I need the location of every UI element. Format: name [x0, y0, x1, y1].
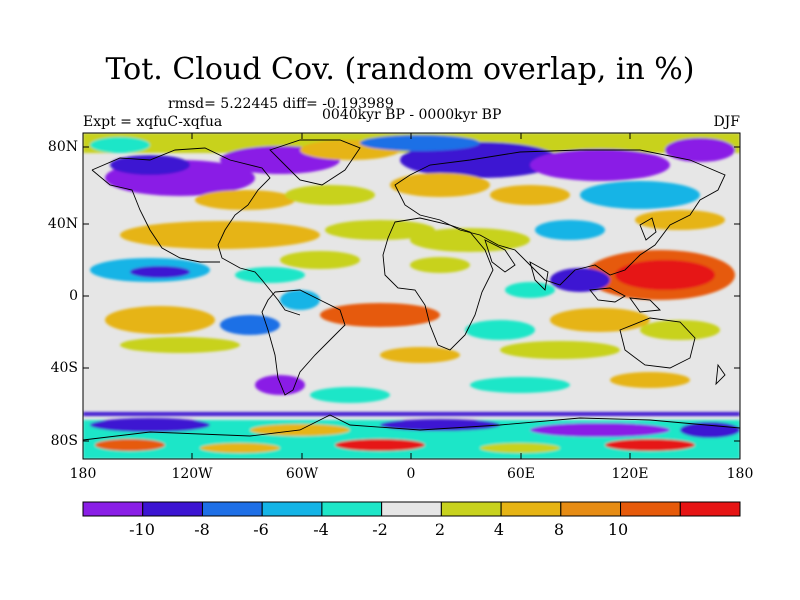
- stats-text: rmsd= 5.22445 diff= -0.193989: [168, 96, 394, 112]
- colorbar-label: 4: [493, 520, 505, 539]
- colorbar-swatch: [679, 501, 741, 517]
- lon-label-120e: 120E: [611, 466, 649, 482]
- lon-label-180w: 180: [69, 466, 97, 482]
- colorbar-label: -8: [194, 520, 210, 539]
- lat-label-80n: 80N: [47, 139, 78, 155]
- experiment-text: Expt = xqfuC-xqfua: [83, 114, 223, 130]
- colorbar-label: 10: [607, 520, 629, 539]
- colorbar-swatch: [201, 501, 263, 517]
- colorbar-swatch: [560, 501, 622, 517]
- colorbar-label: 8: [553, 520, 565, 539]
- lon-label-0: 0: [406, 466, 416, 482]
- colorbar-label: -6: [253, 520, 269, 539]
- colorbar-swatch: [381, 501, 442, 517]
- lon-label-120w: 120W: [171, 466, 213, 482]
- lon-label-60e: 60E: [506, 466, 536, 482]
- colorbar-swatch: [620, 501, 681, 517]
- season-label: DJF: [713, 114, 740, 130]
- lon-label-60w: 60W: [285, 466, 319, 482]
- lon-ticks: [191, 133, 631, 459]
- colorbar-swatch: [82, 501, 144, 517]
- colorbar-label: 2: [434, 520, 446, 539]
- colorbar: [82, 501, 741, 517]
- anomaly-field: [83, 133, 740, 459]
- colorbar-swatch: [500, 501, 562, 517]
- lon-label-180e: 180: [726, 466, 754, 482]
- period-text: 0040kyr BP - 0000kyr BP: [322, 107, 502, 123]
- colorbar-swatch: [321, 501, 383, 517]
- lat-label-40s: 40S: [50, 360, 78, 376]
- lat-label-80s: 80S: [50, 433, 78, 449]
- coastlines: [83, 139, 740, 441]
- colorbar-label: -10: [129, 520, 155, 539]
- colorbar-swatch: [261, 501, 323, 517]
- colorbar-label: -4: [313, 520, 329, 539]
- lat-label-0: 0: [69, 288, 78, 304]
- lat-ticks: [83, 146, 740, 442]
- colorbar-swatch: [440, 501, 502, 517]
- colorbar-swatch: [142, 501, 203, 517]
- lat-label-40n: 40N: [47, 216, 78, 232]
- colorbar-label: -2: [372, 520, 388, 539]
- map-title: Tot. Cloud Cov. (random overlap, in %): [105, 52, 695, 87]
